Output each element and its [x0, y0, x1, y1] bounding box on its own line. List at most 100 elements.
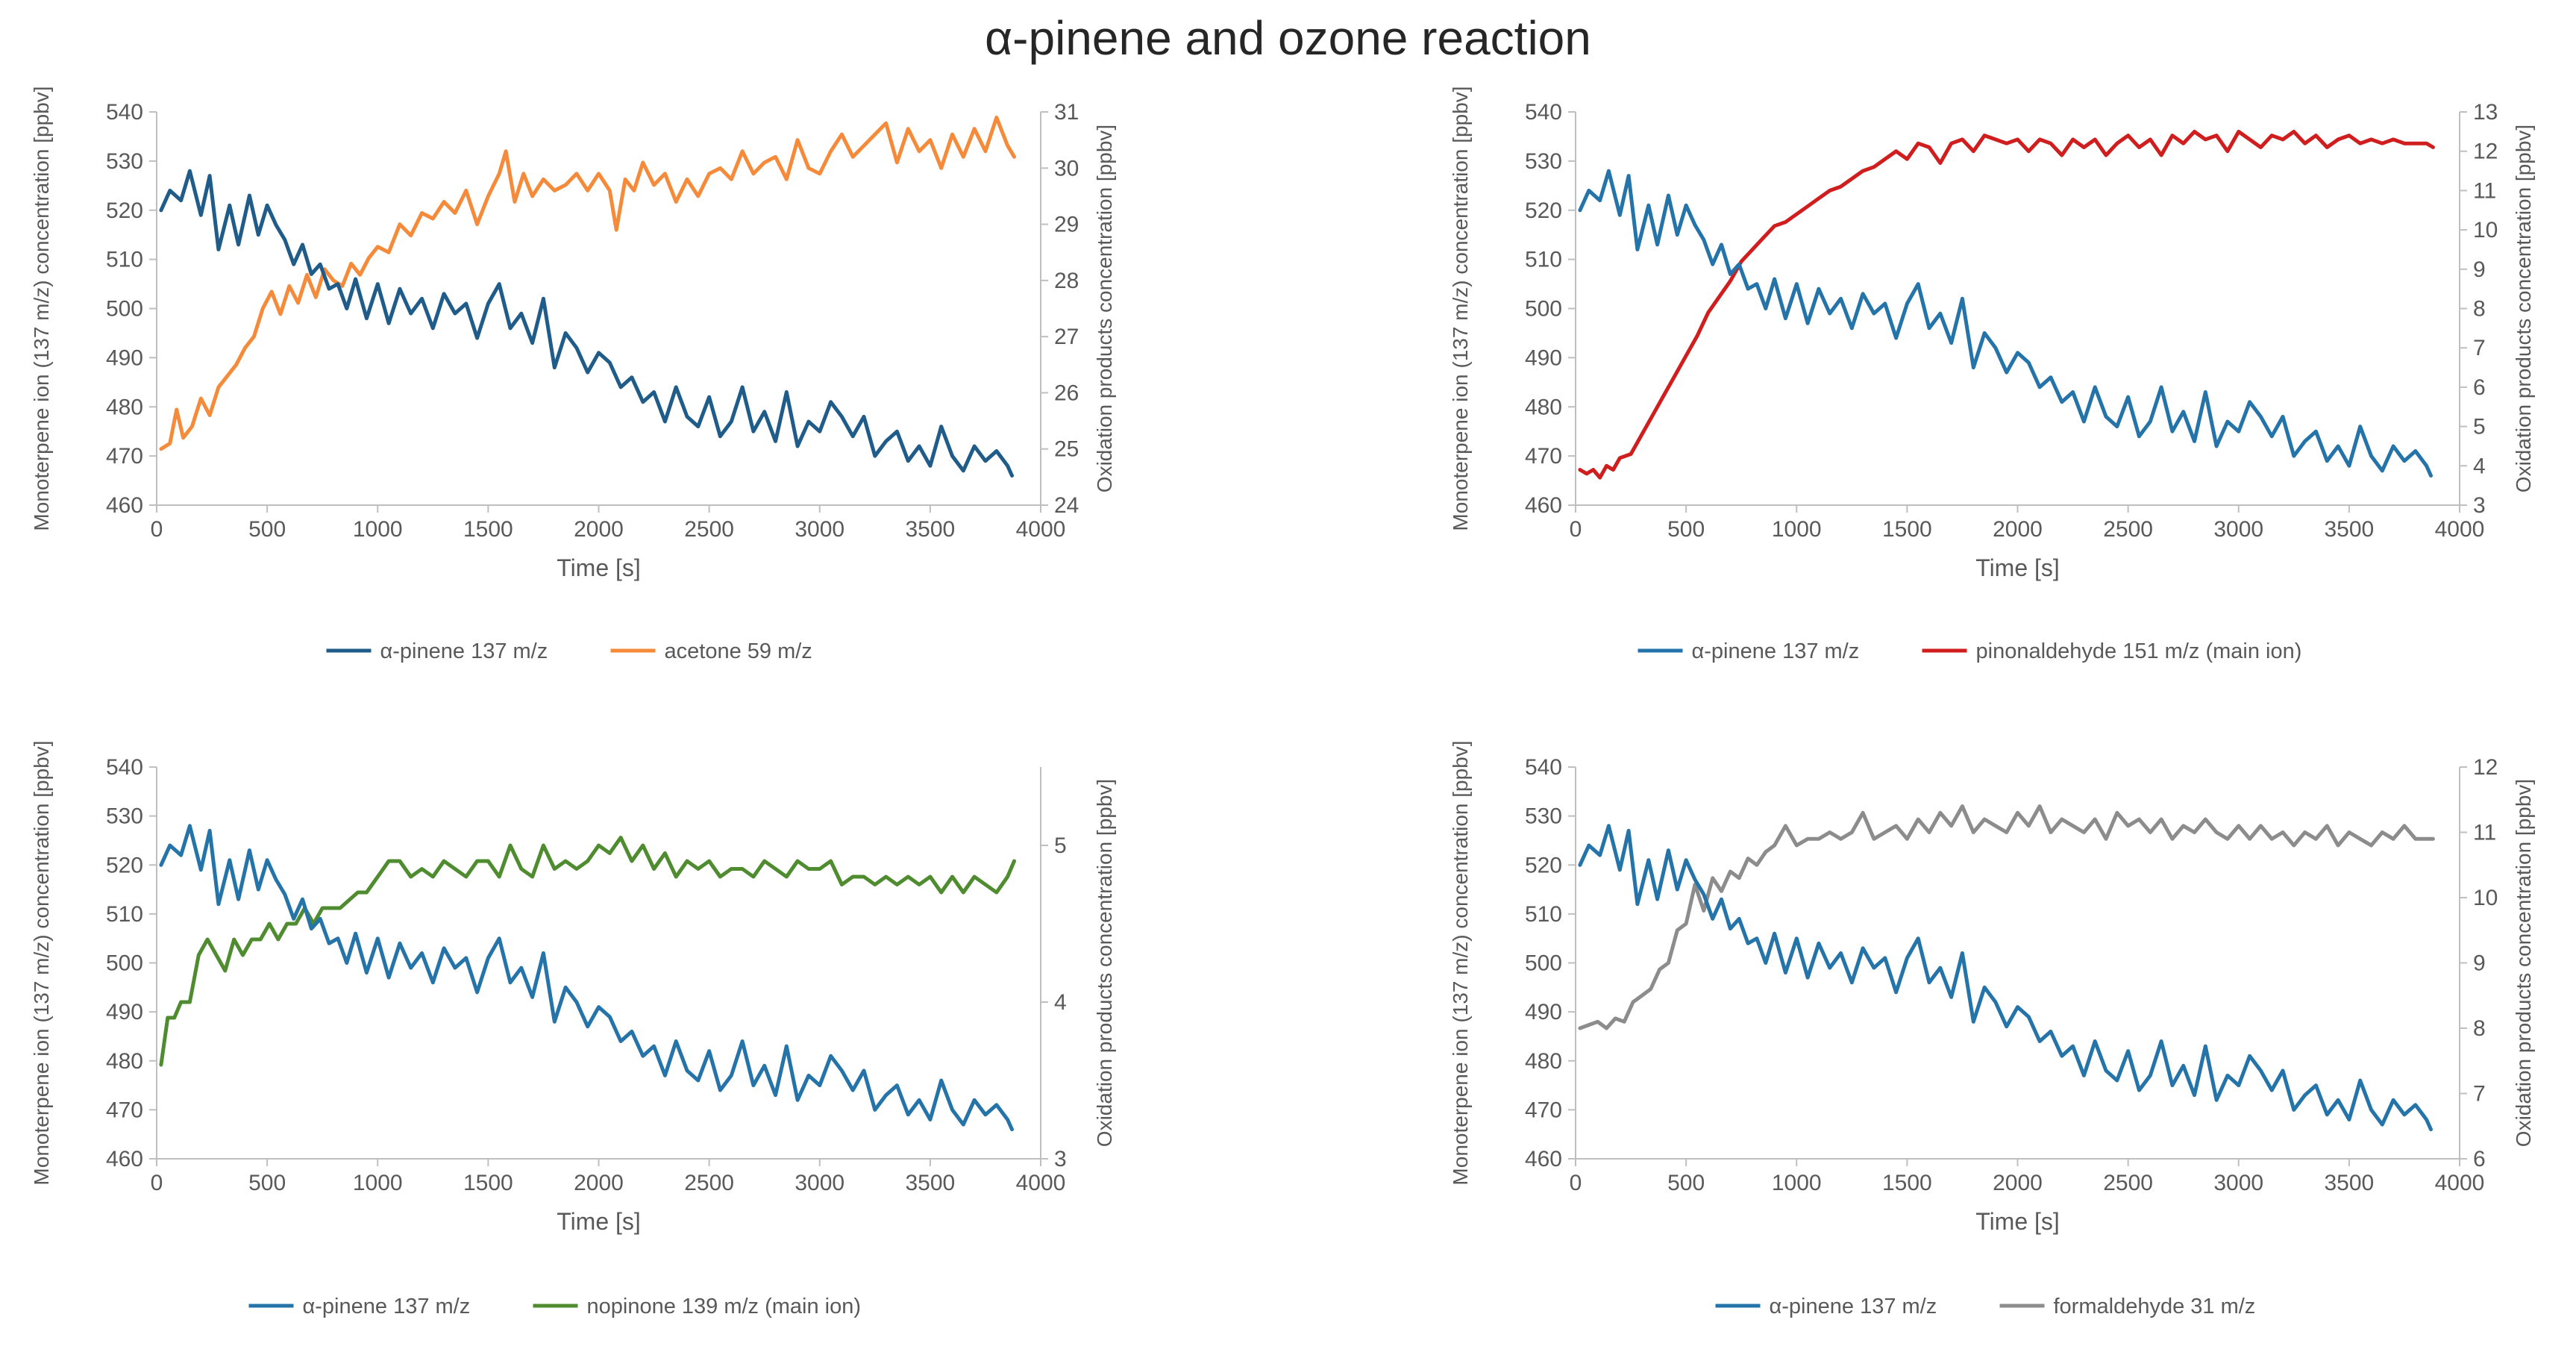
x-tick-label: 500 [248, 1171, 286, 1195]
y-right-tick-label: 7 [2473, 336, 2486, 360]
legend: α-pinene 137 m/z acetone 59 m/z [326, 639, 812, 663]
series-line-acetone-59-m-z [159, 116, 1016, 451]
chart-pinonaldehyde: 0 500 1000 1500 2000 2500 3000 3500 400046047048… [1449, 86, 2535, 663]
x-tick-label: 0 [151, 517, 163, 542]
y-right-tick-label: 11 [2473, 821, 2496, 845]
y-left-tick-label: 490 [106, 345, 143, 370]
x-tick-label: 4000 [1016, 1171, 1066, 1195]
y-left-tick-label: 460 [1525, 1147, 1562, 1171]
y-left-tick-label: 530 [106, 804, 143, 829]
y-right-tick-label: 12 [2473, 755, 2498, 780]
y-left-axis-title: Monoterpene ion (137 m/z) concentration … [30, 86, 53, 531]
x-tick-label: 500 [1667, 1171, 1705, 1195]
x-tick-label: 4000 [2435, 517, 2485, 542]
y-left-tick-label: 480 [1525, 1049, 1562, 1074]
y-left-tick-label: 470 [106, 444, 143, 469]
y-right-tick-label: 3 [2473, 493, 2486, 518]
x-axis-title: Time [s] [557, 1208, 641, 1235]
x-tick-label: 0 [1570, 517, 1582, 542]
y-left-tick-label: 490 [1525, 1000, 1562, 1024]
y-left-tick-label: 540 [106, 100, 143, 125]
legend-label: α-pinene 137 m/z [1692, 639, 1860, 663]
series-line-pinonaldehyde-151-m-z-main-ion- [1578, 129, 2435, 480]
x-tick-label: 2000 [574, 1171, 624, 1195]
legend-label: formaldehyde 31 m/z [2054, 1295, 2256, 1318]
x-tick-label: 2000 [574, 517, 624, 542]
y-right-tick-label: 8 [2473, 1016, 2486, 1041]
y-right-tick-label: 8 [2473, 297, 2486, 322]
x-tick-label: 4000 [1016, 517, 1066, 542]
y-left-tick-label: 510 [106, 248, 143, 272]
figure-title: α-pinene and ozone reaction [985, 11, 1591, 65]
x-tick-label: 3500 [906, 1171, 956, 1195]
y-left-tick-label: 520 [1525, 198, 1562, 223]
series-line--pinene-137-m-z [159, 169, 1014, 478]
x-tick-label: 1000 [353, 1171, 403, 1195]
y-left-tick-label: 540 [1525, 755, 1562, 780]
y-right-tick-label: 10 [2473, 886, 2498, 910]
legend-label: pinonaldehyde 151 m/z (main ion) [1976, 639, 2302, 663]
y-left-tick-label: 500 [106, 297, 143, 322]
x-tick-label: 1500 [463, 1171, 513, 1195]
y-right-tick-label: 9 [2473, 257, 2486, 282]
y-left-tick-label: 510 [1525, 902, 1562, 927]
legend-label: acetone 59 m/z [665, 639, 812, 663]
legend: α-pinene 137 m/z formaldehyde 31 m/z [1715, 1295, 2256, 1318]
chart-formaldehyde: 0 500 1000 1500 2000 2500 3000 3500 4000 460 470 48… [1449, 740, 2535, 1318]
y-left-tick-label: 540 [106, 755, 143, 780]
x-axis-title: Time [s] [557, 554, 641, 581]
y-left-tick-label: 490 [1525, 345, 1562, 370]
legend-label: nopinone 139 m/z (main ion) [587, 1295, 862, 1318]
y-left-axis-title: Monoterpene ion (137 m/z) concentration … [30, 740, 53, 1185]
y-right-tick-label: 24 [1054, 493, 1079, 518]
x-tick-label: 1500 [1882, 1171, 1932, 1195]
y-left-tick-label: 480 [1525, 395, 1562, 419]
y-left-tick-label: 470 [1525, 1098, 1562, 1122]
series-line-formaldehyde-31-m-z [1578, 804, 2435, 1030]
y-left-tick-label: 490 [106, 1000, 143, 1024]
y-right-tick-label: 30 [1054, 156, 1079, 181]
x-tick-label: 500 [1667, 517, 1705, 542]
y-left-tick-label: 530 [1525, 149, 1562, 174]
y-left-tick-label: 540 [1525, 100, 1562, 125]
y-right-tick-label: 4 [1054, 990, 1067, 1015]
y-left-tick-label: 480 [106, 1049, 143, 1074]
y-right-tick-label: 3 [1054, 1147, 1067, 1171]
x-tick-label: 500 [248, 517, 286, 542]
y-right-tick-label: 9 [2473, 951, 2486, 976]
y-left-tick-label: 460 [106, 493, 143, 518]
legend: α-pinene 137 m/z nopinone 139 m/z (main i… [248, 1295, 862, 1318]
x-axis-title: Time [s] [1975, 1208, 2060, 1235]
x-tick-label: 3500 [2325, 517, 2375, 542]
y-right-tick-label: 6 [2473, 1147, 2486, 1171]
x-tick-label: 2000 [1993, 1171, 2043, 1195]
y-left-tick-label: 530 [106, 149, 143, 174]
y-left-tick-label: 530 [1525, 804, 1562, 829]
x-tick-label: 2000 [1993, 517, 2043, 542]
y-right-tick-label: 11 [2473, 178, 2496, 203]
y-left-tick-label: 500 [106, 951, 143, 976]
y-left-tick-label: 500 [1525, 297, 1562, 322]
y-left-tick-label: 510 [106, 902, 143, 927]
x-tick-label: 3000 [2213, 1171, 2263, 1195]
y-left-axis-title: Monoterpene ion (137 m/z) concentration … [1449, 740, 1472, 1185]
y-left-tick-label: 520 [106, 198, 143, 223]
legend: α-pinene 137 m/z pinonaldehyde 151 m/z (m… [1638, 639, 2302, 663]
y-right-tick-label: 4 [2473, 454, 2486, 478]
y-right-tick-label: 25 [1054, 437, 1079, 462]
x-tick-label: 3500 [2325, 1171, 2375, 1195]
x-tick-label: 3500 [906, 517, 956, 542]
y-right-tick-label: 28 [1054, 269, 1079, 293]
y-right-tick-label: 7 [2473, 1082, 2486, 1107]
y-right-tick-label: 26 [1054, 381, 1079, 405]
y-right-tick-label: 13 [2473, 100, 2498, 125]
series-line-nopinone-139-m-z-main-ion- [159, 836, 1016, 1067]
x-tick-label: 2500 [2103, 517, 2153, 542]
x-tick-label: 2500 [684, 517, 734, 542]
chart-acetone: 0 500 1000 1500 2000 2500 3000 3500 4000 460 470 48… [30, 86, 1116, 663]
y-right-axis-title: Oxidation products concentration [ppbv] [1093, 125, 1116, 492]
y-right-tick-label: 31 [1054, 100, 1079, 125]
y-left-tick-label: 480 [106, 395, 143, 419]
x-tick-label: 1000 [1772, 517, 1822, 542]
